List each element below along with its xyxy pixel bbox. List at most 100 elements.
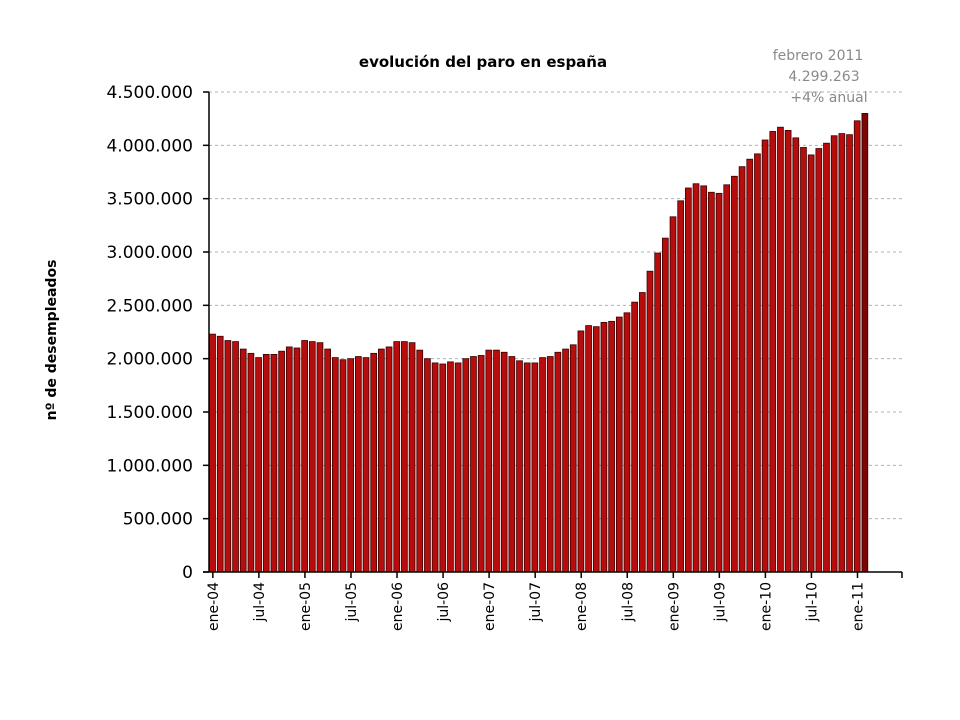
bar-may-06	[424, 358, 431, 573]
bar-ene-11	[853, 120, 861, 573]
bar-dic-08	[661, 237, 669, 573]
bar-sep-09	[731, 175, 738, 573]
x-tick-label: jul-07	[528, 582, 544, 623]
bar-nov-09	[746, 158, 754, 573]
bar-ene-06	[393, 341, 401, 573]
bar-oct-06	[462, 358, 470, 573]
bar-may-10	[792, 137, 800, 573]
bar-ago-08	[631, 301, 638, 573]
bar-ago-06	[447, 361, 454, 573]
bar-feb-06	[401, 341, 408, 573]
bar-sep-04	[270, 353, 278, 573]
bar-jul-09	[715, 192, 723, 573]
x-tick-label: jul-06	[436, 582, 452, 623]
bar-mar-05	[316, 342, 324, 573]
bar-abr-04	[232, 341, 239, 573]
x-tick-label: ene-08	[574, 582, 590, 631]
y-tick-label: 3.500.000	[106, 190, 193, 210]
bar-ago-04	[262, 353, 270, 573]
bar-feb-11	[861, 113, 869, 573]
bar-dic-10	[846, 134, 853, 573]
bar-nov-04	[285, 346, 293, 573]
bar-ene-05	[301, 340, 308, 573]
chart-title: evolución del paro en españa	[359, 53, 607, 71]
bar-jul-08	[623, 312, 631, 573]
bar-jun-10	[800, 147, 807, 573]
x-tick-label: jul-04	[252, 582, 268, 623]
bar-may-05	[331, 357, 339, 573]
y-tick-label: 0	[182, 563, 193, 583]
bar-feb-07	[493, 349, 500, 573]
bar-ago-07	[539, 357, 546, 573]
bar-abr-08	[600, 321, 608, 573]
x-tick-label: ene-11	[850, 582, 866, 631]
bar-ene-04	[209, 333, 216, 573]
bar-feb-04	[216, 335, 224, 573]
y-tick-label: 4.500.000	[106, 83, 193, 103]
bar-nov-05	[378, 348, 385, 573]
annotation-change: +4% anual	[790, 90, 867, 106]
x-tick-label: ene-10	[758, 582, 774, 631]
bars	[209, 113, 869, 573]
bar-ene-07	[485, 349, 493, 573]
y-tick-label: 1.000.000	[106, 456, 193, 476]
bar-oct-04	[278, 350, 285, 573]
annotation-date: febrero 2011	[773, 48, 864, 64]
bar-nov-07	[562, 348, 569, 573]
bar-oct-10	[830, 135, 838, 573]
x-tick-label: jul-05	[344, 582, 360, 623]
bar-jun-09	[708, 191, 715, 573]
bar-feb-10	[769, 131, 777, 573]
bar-may-04	[239, 348, 247, 573]
bar-mar-09	[685, 187, 692, 573]
bar-mar-06	[408, 342, 416, 573]
bar-nov-08	[654, 252, 661, 573]
bar-dic-06	[477, 355, 485, 573]
x-tick-label: ene-09	[666, 582, 682, 631]
y-tick-label: 1.500.000	[106, 403, 193, 423]
bar-abr-05	[324, 348, 331, 573]
bar-may-09	[700, 185, 708, 573]
bar-ago-10	[815, 148, 823, 573]
bar-abr-10	[784, 129, 792, 573]
bar-jun-06	[431, 362, 439, 573]
bar-dic-07	[569, 344, 577, 573]
x-tick-label: ene-05	[298, 582, 314, 631]
bar-oct-08	[646, 270, 654, 573]
x-tick-label: jul-08	[620, 582, 636, 623]
axes	[203, 91, 903, 578]
bar-jul-05	[347, 358, 355, 573]
y-axis-label: nº de desempleados	[44, 260, 60, 421]
x-tick-labels: ene-04 jul-04 ene-05 jul-05 ene-06 jul-06 ene-…	[206, 582, 867, 631]
bar-jul-10	[807, 154, 815, 573]
bar-ago-09	[723, 184, 731, 573]
bar-mar-08	[592, 326, 600, 573]
bar-abr-07	[508, 356, 516, 573]
bar-dic-09	[754, 153, 761, 573]
y-tick-label: 4.000.000	[106, 136, 193, 156]
bar-ene-08	[577, 330, 585, 573]
bar-nov-10	[838, 133, 846, 573]
bar-oct-09	[738, 166, 746, 573]
bar-jul-07	[531, 362, 539, 573]
bar-sep-10	[823, 142, 830, 573]
y-tick-labels: 0 500.000 1.000.000 1.500.000 2.000.000 2.500…	[106, 83, 193, 583]
bar-feb-09	[677, 200, 685, 573]
bar-mar-10	[777, 126, 784, 573]
x-tick-label: ene-07	[482, 582, 498, 631]
bar-dic-05	[385, 346, 393, 573]
bar-jun-04	[247, 352, 255, 573]
bar-ago-05	[355, 356, 362, 573]
bar-mar-04	[224, 340, 232, 573]
bar-sep-06	[454, 362, 462, 573]
bar-sep-05	[362, 357, 370, 573]
bar-may-08	[608, 320, 615, 573]
y-tick-label: 2.500.000	[106, 296, 193, 316]
bar-sep-08	[638, 292, 646, 573]
bar-ene-10	[761, 139, 769, 573]
y-tick-label: 500.000	[123, 510, 193, 530]
bar-mar-07	[500, 351, 508, 573]
y-tick-label: 2.000.000	[106, 350, 193, 370]
bar-feb-08	[585, 325, 592, 573]
